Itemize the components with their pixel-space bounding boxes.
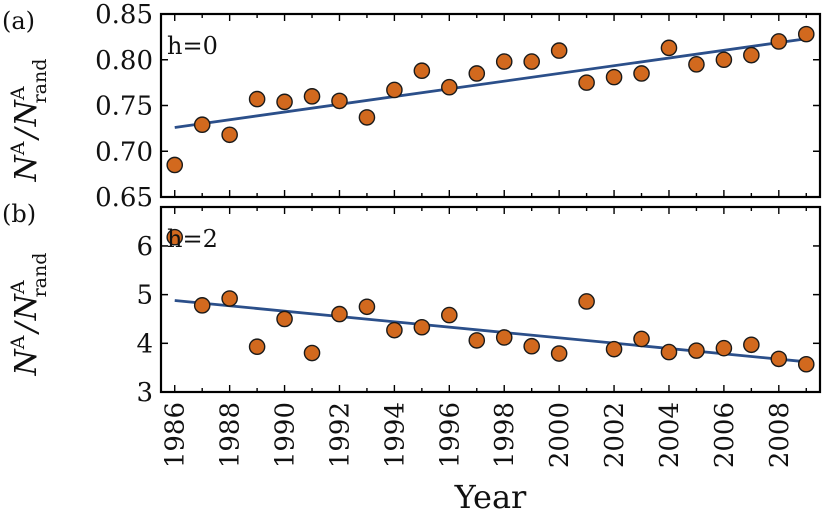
- y-tick-label: 6: [136, 232, 153, 262]
- y-axis-label-part: N: [9, 292, 44, 321]
- data-point: [441, 306, 458, 324]
- data-point: [331, 92, 348, 110]
- data-point: [468, 65, 486, 82]
- y-axis-label-part: rand: [29, 59, 51, 104]
- data-point: [715, 339, 733, 357]
- x-tick-label: 1988: [216, 402, 246, 468]
- x-tick-label: 1994: [380, 402, 410, 468]
- y-axis-label-part: /: [9, 126, 44, 142]
- data-point: [303, 88, 321, 105]
- x-tick-label: 2002: [600, 402, 630, 468]
- data-point: [660, 39, 678, 57]
- data-point: [550, 42, 568, 59]
- plot-frame: [159, 205, 822, 394]
- data-point: [797, 355, 815, 373]
- y-tick-label: 5: [136, 281, 153, 311]
- data-point: [221, 126, 238, 144]
- y-tick-label: 0.85: [95, 0, 153, 30]
- panel-a: 0.650.700.750.800.85h=0(a)NA/NArand: [2, 0, 822, 213]
- data-point: [523, 337, 540, 355]
- y-tick-label: 3: [136, 378, 153, 408]
- data-point: [413, 62, 431, 80]
- data-point: [495, 53, 513, 70]
- panel-label: (a): [2, 7, 35, 35]
- data-point: [193, 116, 211, 134]
- y-axis-label-part: A: [7, 86, 29, 101]
- panel-label: (b): [2, 200, 36, 228]
- y-tick-label: 0.70: [95, 137, 153, 167]
- x-tick-label: 2000: [545, 402, 575, 468]
- x-tick-label: 2008: [765, 402, 795, 468]
- data-point: [660, 343, 678, 361]
- data-point: [578, 293, 595, 310]
- y-tick-label: 4: [136, 329, 153, 359]
- x-tick-label: 1992: [325, 402, 355, 468]
- y-axis-label-part: rand: [29, 253, 51, 298]
- data-point: [248, 90, 266, 108]
- y-axis-label-part: A: [7, 335, 29, 350]
- y-axis-label-part: N: [9, 154, 44, 183]
- x-axis-title: Year: [454, 478, 527, 515]
- data-point: [633, 65, 650, 82]
- data-point: [550, 345, 568, 362]
- data-point: [166, 156, 184, 174]
- panel-annotation: h=0: [167, 32, 218, 60]
- data-point: [358, 298, 376, 316]
- data-point: [633, 330, 650, 348]
- data-point: [688, 56, 705, 73]
- x-tick-label: 1998: [490, 402, 520, 468]
- data-point: [276, 310, 293, 328]
- data-point: [797, 25, 815, 43]
- data-point: [743, 336, 760, 354]
- y-axis-label: NA/NArand: [7, 253, 51, 377]
- fit-line: [174, 299, 807, 364]
- data-point: [715, 51, 733, 69]
- data-point: [331, 305, 348, 323]
- data-point: [495, 329, 513, 346]
- y-axis-label-part: A: [7, 280, 29, 295]
- data-point: [688, 342, 705, 359]
- data-point: [413, 318, 431, 336]
- fit-line: [174, 37, 807, 129]
- data-point: [605, 68, 623, 86]
- data-point: [303, 344, 321, 362]
- data-point: [358, 109, 376, 126]
- panel-annotation: h=2: [167, 225, 218, 253]
- y-axis-label-part: N: [9, 348, 44, 377]
- data-point: [386, 81, 403, 99]
- data-point: [523, 53, 540, 70]
- y-tick-label: 0.80: [95, 46, 153, 76]
- data-point: [386, 321, 403, 339]
- data-point: [441, 78, 458, 96]
- data-point: [605, 340, 623, 358]
- data-point: [468, 332, 486, 349]
- y-tick-label: 0.75: [95, 92, 153, 122]
- data-point: [578, 74, 595, 91]
- x-tick-label: 2004: [655, 402, 685, 468]
- data-point: [193, 297, 211, 314]
- data-point: [770, 350, 788, 368]
- x-tick-label: 1986: [161, 402, 191, 468]
- data-point: [221, 290, 238, 307]
- x-tick-label: 2006: [710, 402, 740, 468]
- y-axis-label-part: N: [9, 98, 44, 127]
- y-axis-label-part: /: [9, 320, 44, 336]
- data-point: [166, 228, 184, 246]
- y-axis-label: NA/NArand: [7, 59, 51, 183]
- data-point: [743, 46, 760, 64]
- x-tick-label: 1996: [435, 402, 465, 468]
- data-point: [276, 93, 293, 111]
- y-axis-label-part: A: [7, 141, 29, 156]
- data-point: [770, 33, 788, 50]
- data-point: [248, 338, 266, 356]
- x-tick-label: 1990: [271, 402, 301, 468]
- y-tick-label: 0.65: [95, 183, 153, 213]
